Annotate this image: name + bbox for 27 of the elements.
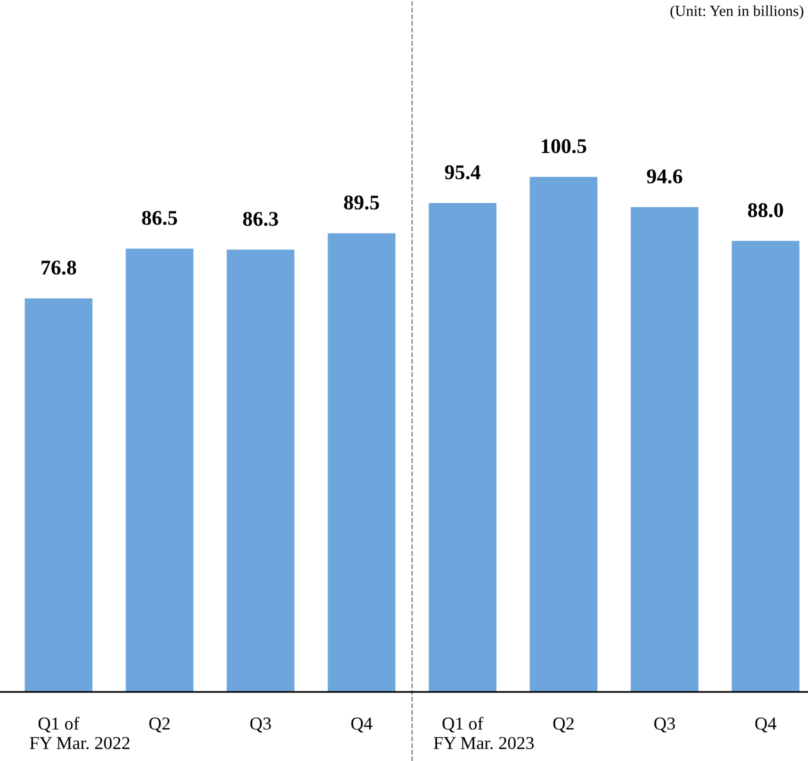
- x-tick-label: Q4: [351, 718, 372, 732]
- data-label: 94.6: [646, 169, 682, 184]
- data-label: 86.3: [243, 212, 278, 226]
- data-label: 89.5: [344, 195, 380, 210]
- bar: [126, 248, 194, 692]
- bar: [732, 240, 800, 692]
- x-tick-label: Q2: [149, 718, 170, 732]
- bar: [24, 298, 92, 692]
- x-tick-label: Q1 of: [38, 716, 80, 732]
- x-tick-label: Q3: [250, 718, 271, 732]
- x-tick-label: Q4: [755, 718, 776, 732]
- bar: [530, 176, 598, 692]
- x-tick-label: Q2: [553, 718, 574, 732]
- x-tick-label: Q1 of: [442, 716, 484, 732]
- data-label: 76.8: [42, 260, 76, 275]
- bar: [428, 202, 496, 692]
- text: FY Mar. 2023: [434, 736, 534, 750]
- annotation: (Unit: Yen in billions): [670, 5, 804, 20]
- x-tick-label: Q3: [654, 718, 675, 732]
- data-label: 86.5: [142, 210, 178, 226]
- bar: [226, 250, 294, 692]
- text: FY Mar. 2022: [30, 736, 130, 750]
- bar: [328, 233, 396, 692]
- data-label: 88.0: [748, 203, 784, 218]
- bar: [630, 207, 698, 692]
- data-label: 100.5: [542, 139, 586, 154]
- data-label: 95.4: [444, 165, 480, 180]
